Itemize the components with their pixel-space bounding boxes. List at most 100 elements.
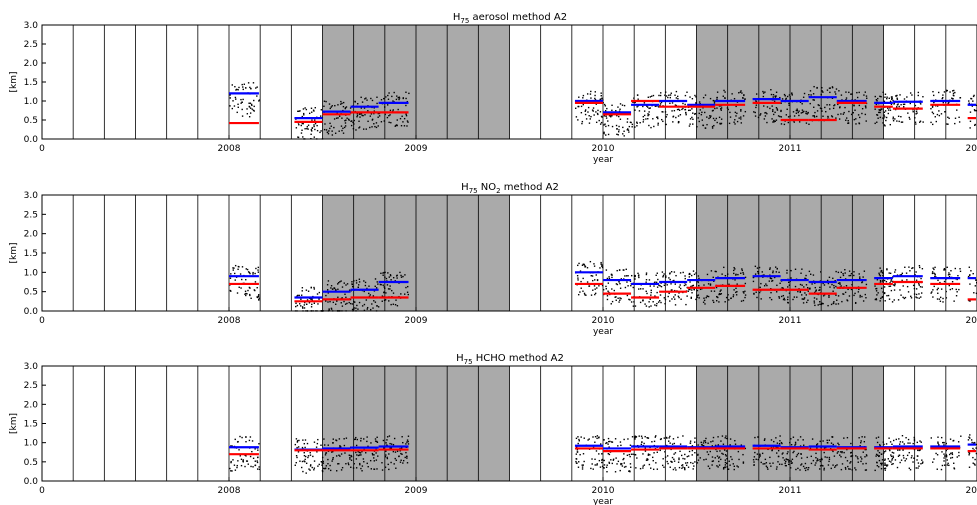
data-point: [388, 276, 390, 278]
data-point: [405, 91, 407, 93]
data-point: [769, 456, 771, 459]
data-point: [311, 130, 313, 132]
data-point: [766, 106, 769, 108]
x-tick-label: 2008: [218, 144, 241, 154]
data-point: [306, 310, 309, 312]
data-point: [370, 468, 372, 470]
data-point: [372, 295, 375, 297]
data-point: [648, 279, 651, 281]
data-point: [859, 276, 861, 278]
data-point: [801, 109, 804, 111]
data-point: [595, 274, 597, 276]
data-point: [903, 457, 905, 459]
data-point: [317, 465, 319, 467]
data-point: [623, 104, 626, 107]
data-point: [821, 90, 823, 92]
data-point: [833, 284, 835, 287]
data-point: [740, 444, 743, 446]
data-point: [407, 285, 409, 288]
data-point: [896, 106, 898, 108]
data-point: [755, 458, 757, 461]
data-point: [843, 437, 845, 439]
data-point: [406, 120, 409, 122]
data-point: [301, 306, 304, 308]
data-point: [297, 110, 299, 112]
data-point: [735, 294, 738, 296]
data-point: [879, 267, 881, 269]
data-point: [947, 116, 949, 118]
data-point: [658, 284, 660, 287]
data-point: [809, 273, 812, 275]
data-point: [783, 459, 786, 461]
data-point: [769, 462, 771, 465]
data-point: [596, 437, 598, 440]
data-point: [896, 120, 898, 122]
data-point: [645, 118, 647, 120]
data-point: [741, 92, 743, 94]
data-point: [897, 455, 900, 457]
data-point: [301, 460, 304, 463]
data-point: [697, 294, 700, 296]
data-point: [344, 107, 347, 109]
data-point: [325, 129, 328, 131]
data-point: [606, 464, 608, 466]
data-point: [599, 267, 601, 269]
data-point: [341, 297, 343, 299]
data-point: [789, 96, 791, 98]
data-point: [740, 272, 742, 274]
data-point: [951, 97, 953, 99]
data-point: [249, 436, 252, 438]
data-point: [894, 118, 896, 120]
data-point: [797, 452, 800, 455]
data-point: [936, 468, 938, 470]
data-point: [628, 298, 630, 301]
data-point: [389, 274, 392, 276]
data-point: [876, 294, 878, 296]
data-point: [632, 286, 634, 289]
data-point: [611, 276, 613, 279]
data-point: [827, 282, 830, 285]
data-point: [813, 106, 815, 108]
data-point: [742, 115, 745, 117]
data-point: [687, 466, 690, 468]
data-point: [713, 124, 715, 127]
data-point: [640, 443, 643, 446]
data-point: [382, 284, 384, 286]
data-point: [656, 468, 659, 470]
data-point: [688, 288, 690, 291]
data-point: [832, 107, 835, 110]
data-point: [229, 105, 231, 107]
data-point: [388, 92, 390, 94]
data-point: [338, 438, 341, 440]
data-point: [361, 114, 363, 117]
data-point: [623, 269, 625, 271]
data-point: [607, 133, 610, 136]
data-point: [367, 110, 369, 112]
data-point: [763, 439, 766, 441]
data-point: [664, 91, 667, 93]
data-point: [742, 462, 745, 464]
data-point: [790, 438, 792, 440]
data-point: [845, 117, 848, 119]
x-axis-label: year: [593, 497, 613, 505]
data-point: [972, 462, 974, 464]
data-point: [805, 294, 807, 296]
data-point: [718, 105, 721, 107]
data-point: [711, 127, 714, 129]
data-point: [943, 269, 946, 271]
data-point: [241, 108, 243, 111]
data-point: [337, 310, 340, 312]
data-point: [326, 284, 329, 286]
data-point: [706, 295, 708, 298]
data-point: [662, 111, 664, 113]
data-point: [369, 294, 372, 296]
data-point: [231, 470, 233, 472]
data-point: [339, 445, 341, 447]
data-point: [733, 289, 735, 291]
data-point: [407, 440, 409, 443]
data-point: [356, 114, 359, 117]
data-point: [580, 280, 582, 283]
data-point: [884, 96, 886, 98]
data-point: [611, 288, 613, 290]
data-point: [327, 468, 330, 470]
